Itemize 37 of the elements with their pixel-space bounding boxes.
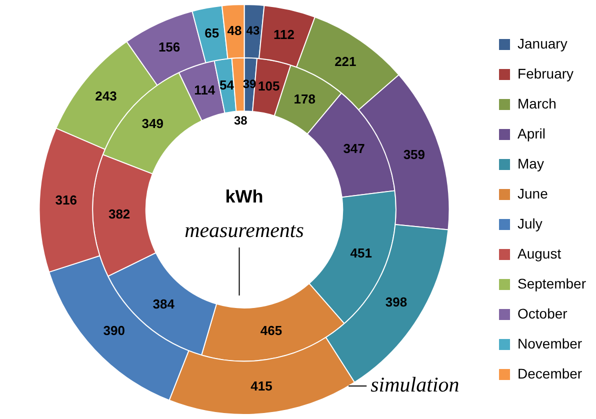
legend-label: March: [518, 95, 556, 112]
data-label: 359: [403, 146, 426, 162]
data-label: 114: [194, 82, 216, 98]
data-label: 105: [258, 78, 280, 94]
data-label: 382: [108, 206, 130, 222]
legend-label: June: [518, 185, 548, 202]
data-label: 398: [385, 294, 408, 310]
data-label: 316: [55, 192, 77, 208]
data-label: 390: [103, 323, 125, 338]
legend-label: January: [518, 35, 568, 52]
data-label: 221: [334, 54, 356, 70]
slice-label: simulation: [370, 372, 460, 396]
data-label: 349: [142, 116, 164, 132]
legend-label: September: [518, 275, 586, 292]
legend-label: August: [518, 245, 562, 262]
legend-label: November: [518, 335, 582, 352]
data-label: 347: [343, 141, 365, 156]
legend-label: October: [518, 305, 568, 322]
data-label: 156: [158, 39, 180, 54]
legend-label: December: [518, 365, 582, 382]
data-label: 178: [294, 92, 316, 107]
legend-label: July: [518, 215, 542, 232]
data-label: 48: [227, 22, 242, 38]
slice-label: measurements: [184, 218, 304, 242]
data-label: 43: [246, 24, 260, 38]
data-label: 65: [204, 26, 220, 41]
data-label: 451: [350, 246, 372, 261]
data-label: 38: [234, 113, 248, 128]
text: kWh: [225, 186, 264, 206]
data-label: 415: [250, 378, 272, 394]
data-label: 112: [274, 27, 295, 42]
data-label: 243: [95, 88, 117, 104]
data-label: 465: [260, 323, 282, 338]
legend-label: May: [518, 155, 544, 172]
data-label: 384: [152, 296, 176, 312]
legend-label: February: [518, 65, 574, 82]
legend-label: April: [518, 125, 546, 142]
